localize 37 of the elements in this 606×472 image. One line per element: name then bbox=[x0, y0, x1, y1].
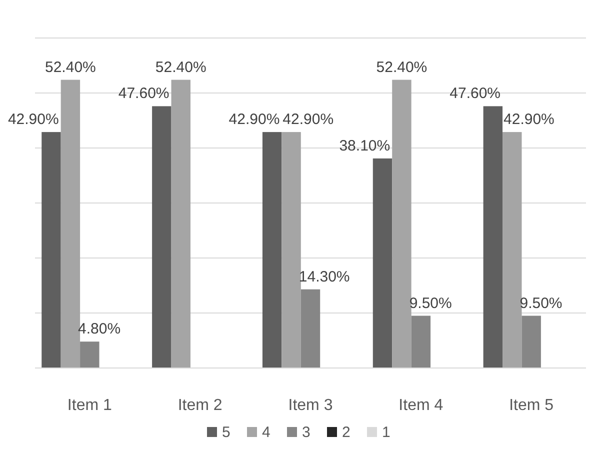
bar bbox=[300, 289, 320, 368]
data-label: 42.90% bbox=[504, 111, 554, 128]
bar bbox=[152, 106, 172, 368]
data-label: 42.90% bbox=[228, 111, 280, 128]
bar bbox=[42, 132, 61, 368]
legend-label: 1 bbox=[382, 424, 390, 441]
data-label: 42.90% bbox=[8, 111, 59, 128]
data-label: 47.60% bbox=[118, 85, 170, 102]
data-label: 14.30% bbox=[298, 268, 350, 286]
bar bbox=[80, 342, 100, 368]
legend-label: 4 bbox=[262, 424, 270, 441]
x-tick-label: Item 3 bbox=[288, 397, 333, 414]
bar bbox=[392, 80, 412, 368]
legend-label: 3 bbox=[302, 424, 310, 441]
data-label: 47.60% bbox=[450, 85, 501, 102]
bar bbox=[483, 106, 503, 368]
data-label: 52.40% bbox=[155, 58, 206, 76]
data-label: 9.50% bbox=[409, 294, 452, 312]
bar bbox=[262, 132, 282, 368]
data-label: 9.50% bbox=[520, 294, 562, 312]
x-tick-label: Item 5 bbox=[509, 397, 554, 414]
data-label: 42.90% bbox=[282, 111, 334, 128]
x-tick-label: Item 4 bbox=[398, 397, 444, 414]
data-label: 52.40% bbox=[45, 58, 96, 76]
x-tick-label: Item 1 bbox=[67, 397, 112, 414]
bar bbox=[502, 132, 522, 368]
legend-label: 2 bbox=[342, 424, 350, 441]
bar bbox=[282, 132, 301, 368]
data-label: 52.40% bbox=[376, 58, 428, 76]
bar bbox=[372, 158, 392, 368]
x-tick-label: Item 2 bbox=[178, 397, 222, 414]
legend-label: 5 bbox=[222, 424, 230, 441]
data-label: 38.10% bbox=[339, 137, 390, 154]
bar bbox=[171, 80, 190, 368]
data-label: 4.80% bbox=[78, 320, 121, 338]
bar bbox=[411, 316, 431, 368]
bar bbox=[522, 316, 541, 368]
